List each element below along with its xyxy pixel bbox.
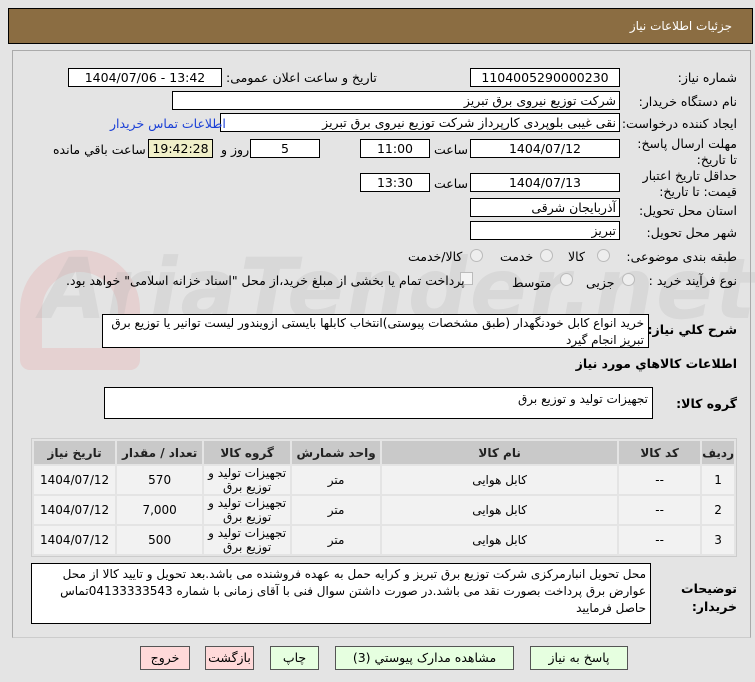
quantity-cell: 500 <box>117 526 203 554</box>
col-unit: واحد شمارش <box>292 441 381 464</box>
category-label: طبقه بندی موضوعی: <box>626 249 737 264</box>
category-radio-both[interactable] <box>470 249 483 262</box>
days-field: 5 <box>250 139 320 158</box>
col-qty: تعداد / مقدار <box>117 441 203 464</box>
quantity-cell: 7,000 <box>117 496 203 524</box>
table-row: 3 -- کابل هوایی متر تجهیزات تولید و توزیع بر… <box>34 526 734 554</box>
city-field: تبریز <box>470 221 620 240</box>
print-button[interactable]: چاپ <box>270 646 319 670</box>
process-label: نوع فرآیند خرید : <box>648 273 737 288</box>
item-name-cell: کابل هوایی <box>382 526 618 554</box>
description-textarea[interactable]: خرید انواع کابل خودنگهدار (طبق مشخصات پی… <box>102 314 649 348</box>
category-radio-service[interactable] <box>540 249 553 262</box>
category-radio-goods[interactable] <box>597 249 610 262</box>
validity-date-field: 1404/07/13 <box>470 173 620 192</box>
treasury-text: پرداخت تمام یا بخشی از مبلغ خرید،از محل … <box>66 273 465 288</box>
item-code-cell: -- <box>619 466 701 494</box>
validity-time-label: ساعت <box>434 176 469 191</box>
table-row: 1 -- کابل هوایی متر تجهیزات تولید و توزیع بر… <box>34 466 734 494</box>
need-number-field: 1104005290000230 <box>470 68 620 87</box>
treasury-checkbox[interactable] <box>460 272 473 285</box>
col-code: کد کالا <box>619 441 701 464</box>
creator-field: نقی غیبی بلوپردی کارپرداز شرکت توزیع نیر… <box>220 113 620 132</box>
category-option-service: خدمت <box>500 249 534 264</box>
need-date-cell: 1404/07/12 <box>34 466 116 494</box>
description-label: شرح کلي نیاز: <box>647 322 737 337</box>
table-row: 2 -- کابل هوایی متر تجهیزات تولید و توزیع بر… <box>34 496 734 524</box>
deadline-date-field: 1404/07/12 <box>470 139 620 158</box>
unit-cell: متر <box>292 496 381 524</box>
validity-time-field: 13:30 <box>360 173 430 192</box>
col-group: گروه کالا <box>204 441 291 464</box>
need-date-cell: 1404/07/12 <box>34 526 116 554</box>
item-code-cell: -- <box>619 496 701 524</box>
days-label: روز و <box>221 142 250 157</box>
deadline-time-field: 11:00 <box>360 139 430 158</box>
process-radio-medium[interactable] <box>560 273 573 286</box>
buyer-label: نام دستگاه خریدار: <box>638 94 737 109</box>
process-option-medium: متوسط <box>512 275 552 290</box>
page-title: جزئیات اطلاعات نیاز <box>629 19 732 33</box>
remaining-label: ساعت باقي مانده <box>53 142 146 157</box>
category-option-goods: کالا <box>568 249 585 264</box>
need-number-label: شماره نیاز: <box>677 70 737 85</box>
creator-label: ایجاد کننده درخواست: <box>621 116 737 131</box>
unit-cell: متر <box>292 466 381 494</box>
group-textarea[interactable]: تجهیزات تولید و توزیع برق <box>104 387 653 419</box>
announce-label: تاریخ و ساعت اعلان عمومی: <box>226 70 377 85</box>
notes-label: توضیحات خریدار: <box>681 581 737 614</box>
item-group-cell: تجهیزات تولید و توزیع برق <box>204 526 291 554</box>
announce-field: 1404/07/06 - 13:42 <box>68 68 222 87</box>
row-number-cell: 2 <box>702 496 734 524</box>
reply-button[interactable]: پاسخ به نیاز <box>530 646 628 670</box>
unit-cell: متر <box>292 526 381 554</box>
city-label: شهر محل تحویل: <box>646 225 737 240</box>
need-date-cell: 1404/07/12 <box>34 496 116 524</box>
goods-table: ردیف کد کالا نام کالا واحد شمارش گروه کا… <box>31 438 737 557</box>
process-radio-minor[interactable] <box>622 273 635 286</box>
item-name-cell: کابل هوایی <box>382 466 618 494</box>
validity-label: حداقل تاریخ اعتبار قیمت: تا تاریخ: <box>642 168 737 199</box>
item-group-cell: تجهیزات تولید و توزیع برق <box>204 496 291 524</box>
contact-buyer-link[interactable]: اطلاعات تماس خریدار <box>110 116 226 131</box>
group-label: گروه کالا: <box>676 396 737 411</box>
row-number-cell: 3 <box>702 526 734 554</box>
item-group-cell: تجهیزات تولید و توزیع برق <box>204 466 291 494</box>
col-date: تاریخ نیاز <box>34 441 116 464</box>
page-header: جزئیات اطلاعات نیاز <box>8 8 753 44</box>
deadline-time-label: ساعت <box>434 142 469 157</box>
col-name: نام کالا <box>382 441 618 464</box>
exit-button[interactable]: خروج <box>140 646 190 670</box>
province-label: استان محل تحویل: <box>638 203 737 218</box>
back-button[interactable]: بازگشت <box>205 646 254 670</box>
col-row: ردیف <box>702 441 734 464</box>
goods-heading: اطلاعات کالاهاي مورد نیاز <box>575 356 737 371</box>
notes-textarea[interactable]: محل تحویل انبارمرکزی شرکت توزیع برق تبری… <box>31 563 651 624</box>
province-field: آذربایجان شرقی <box>470 198 620 217</box>
item-name-cell: کابل هوایی <box>382 496 618 524</box>
attachments-button[interactable]: مشاهده مدارک پیوستي (3) <box>335 646 514 670</box>
remaining-time-field: 19:42:28 <box>148 139 213 158</box>
item-code-cell: -- <box>619 526 701 554</box>
table-header-row: ردیف کد کالا نام کالا واحد شمارش گروه کا… <box>34 441 734 464</box>
deadline-label: مهلت ارسال پاسخ: تا تاریخ: <box>637 136 737 167</box>
buyer-field: شرکت توزیع نیروی برق تبریز <box>172 91 620 110</box>
row-number-cell: 1 <box>702 466 734 494</box>
process-option-minor: جزیی <box>586 275 615 290</box>
quantity-cell: 570 <box>117 466 203 494</box>
category-option-both: کالا/خدمت <box>408 249 463 264</box>
